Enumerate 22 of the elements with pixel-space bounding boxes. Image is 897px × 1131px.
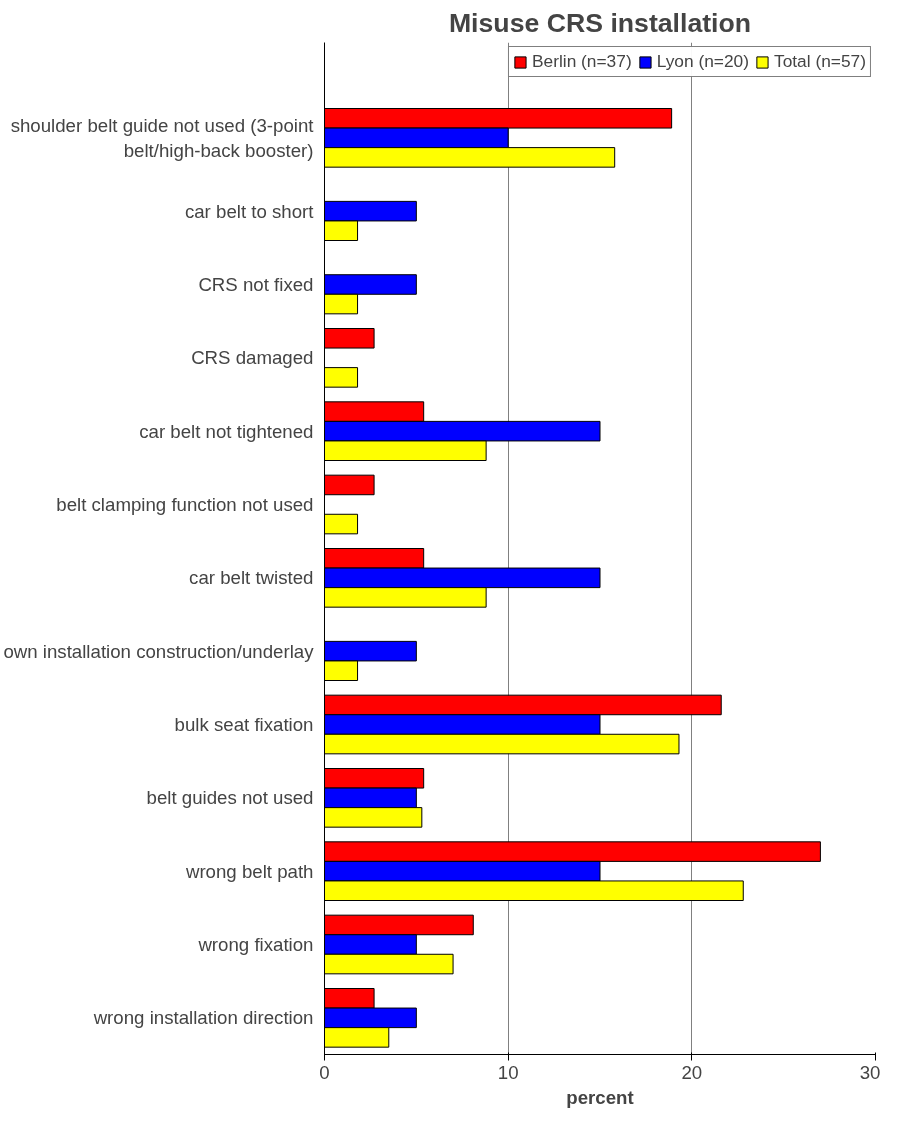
- y-tick-label: belt guides not used: [146, 787, 314, 809]
- x-tick-label: 0: [319, 1061, 330, 1083]
- x-tick-label: 30: [859, 1061, 881, 1083]
- y-tick-label: belt clamping function not used: [56, 494, 314, 515]
- y-tick-label: own installation construction/underlay: [3, 640, 315, 662]
- y-tick-label: wrong belt path: [184, 860, 314, 882]
- legend-label: Total (n=57): [774, 51, 866, 72]
- x-tick-label: 20: [681, 1061, 703, 1083]
- y-tick-label: car belt to short: [184, 200, 315, 222]
- x-axis-title: percent: [566, 1086, 634, 1108]
- y-tick-label: CRS not fixed: [198, 274, 314, 295]
- y-tick-label: car belt twisted: [189, 567, 314, 589]
- chart-title: Misuse CRS installation: [448, 7, 752, 38]
- y-tick-label: wrong fixation: [197, 934, 314, 955]
- y-tick-label: wrong installation direction: [92, 1007, 314, 1029]
- y-tick-label: car belt not tightened: [139, 420, 314, 442]
- legend-label: Berlin (n=37): [531, 51, 632, 72]
- y-tick-label: CRS damaged: [191, 347, 314, 369]
- legend-label: Lyon (n=20): [656, 51, 749, 72]
- y-tick-label: bulk seat fixation: [174, 714, 314, 735]
- y-tick-label: shoulder belt guide not used (3-point belt/high-back booster): [10, 114, 315, 161]
- x-tick-label: 10: [497, 1061, 519, 1083]
